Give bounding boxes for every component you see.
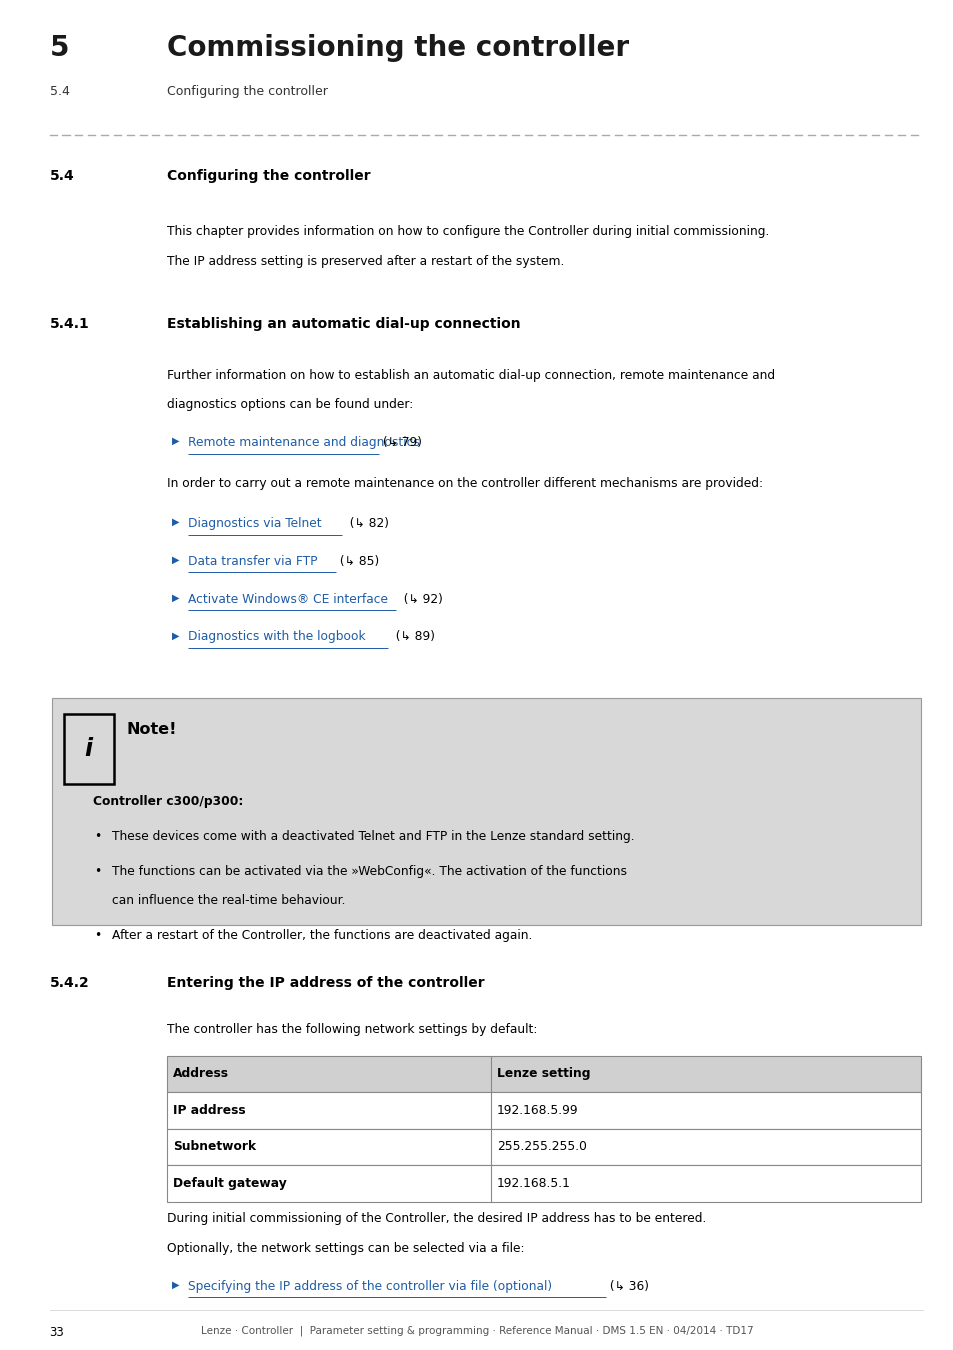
Text: (↳ 82): (↳ 82) — [342, 517, 389, 531]
Text: (↳ 36): (↳ 36) — [605, 1280, 648, 1293]
Text: Optionally, the network settings can be selected via a file:: Optionally, the network settings can be … — [167, 1242, 524, 1256]
Text: Configuring the controller: Configuring the controller — [167, 85, 328, 99]
Bar — [167, 1056, 920, 1092]
Bar — [167, 1165, 920, 1202]
Text: (↳ 79): (↳ 79) — [378, 436, 421, 450]
Text: Specifying the IP address of the controller via file (optional): Specifying the IP address of the control… — [188, 1280, 552, 1293]
Text: (↳ 89): (↳ 89) — [388, 630, 435, 644]
FancyBboxPatch shape — [52, 698, 920, 925]
Bar — [167, 1129, 920, 1165]
Text: Diagnostics with the logbook: Diagnostics with the logbook — [188, 630, 365, 644]
Text: Commissioning the controller: Commissioning the controller — [167, 34, 628, 62]
Text: 255.255.255.0: 255.255.255.0 — [497, 1141, 586, 1153]
Text: Configuring the controller: Configuring the controller — [167, 169, 370, 182]
Bar — [167, 1092, 920, 1129]
Text: (↳ 92): (↳ 92) — [395, 593, 442, 606]
Text: After a restart of the Controller, the functions are deactivated again.: After a restart of the Controller, the f… — [112, 929, 532, 942]
Text: The functions can be activated via the »WebConfig«. The activation of the functi: The functions can be activated via the »… — [112, 865, 626, 879]
Text: ▶: ▶ — [172, 1280, 179, 1289]
Text: In order to carry out a remote maintenance on the controller different mechanism: In order to carry out a remote maintenan… — [167, 477, 762, 490]
Text: 5.4: 5.4 — [50, 169, 74, 182]
Text: 192.168.5.99: 192.168.5.99 — [497, 1104, 578, 1116]
Text: 33: 33 — [50, 1326, 64, 1339]
Text: Lenze setting: Lenze setting — [497, 1068, 590, 1080]
Text: •: • — [94, 830, 102, 844]
Text: This chapter provides information on how to configure the Controller during init: This chapter provides information on how… — [167, 225, 768, 239]
Text: Address: Address — [172, 1068, 229, 1080]
Text: 5.4.2: 5.4.2 — [50, 976, 90, 990]
Text: Subnetwork: Subnetwork — [172, 1141, 255, 1153]
Text: Data transfer via FTP: Data transfer via FTP — [188, 555, 317, 568]
Text: can influence the real-time behaviour.: can influence the real-time behaviour. — [112, 894, 345, 907]
Text: Lenze · Controller  |  Parameter setting & programming · Reference Manual · DMS : Lenze · Controller | Parameter setting &… — [200, 1326, 753, 1336]
Text: Activate Windows® CE interface: Activate Windows® CE interface — [188, 593, 388, 606]
Text: 5.4: 5.4 — [50, 85, 70, 99]
Text: Diagnostics via Telnet: Diagnostics via Telnet — [188, 517, 321, 531]
Text: 5: 5 — [50, 34, 69, 62]
Text: (↳ 85): (↳ 85) — [335, 555, 378, 568]
Text: 192.168.5.1: 192.168.5.1 — [497, 1177, 570, 1189]
Text: 5.4.1: 5.4.1 — [50, 317, 90, 331]
Text: ▶: ▶ — [172, 593, 179, 602]
Text: These devices come with a deactivated Telnet and FTP in the Lenze standard setti: These devices come with a deactivated Te… — [112, 830, 634, 844]
Text: ▶: ▶ — [172, 517, 179, 526]
Text: Default gateway: Default gateway — [172, 1177, 286, 1189]
Text: ▶: ▶ — [172, 630, 179, 640]
Text: Remote maintenance and diagnostics: Remote maintenance and diagnostics — [188, 436, 419, 450]
Text: Note!: Note! — [127, 722, 177, 737]
FancyBboxPatch shape — [64, 714, 113, 784]
Text: ▶: ▶ — [172, 555, 179, 564]
Text: During initial commissioning of the Controller, the desired IP address has to be: During initial commissioning of the Cont… — [167, 1212, 705, 1226]
Text: •: • — [94, 865, 102, 879]
Text: IP address: IP address — [172, 1104, 245, 1116]
Text: i: i — [85, 737, 92, 761]
Text: diagnostics options can be found under:: diagnostics options can be found under: — [167, 398, 413, 412]
Text: Controller c300/p300:: Controller c300/p300: — [92, 795, 243, 809]
Text: •: • — [94, 929, 102, 942]
Text: Entering the IP address of the controller: Entering the IP address of the controlle… — [167, 976, 484, 990]
Text: The IP address setting is preserved after a restart of the system.: The IP address setting is preserved afte… — [167, 255, 564, 269]
Text: ▶: ▶ — [172, 436, 179, 446]
Text: Further information on how to establish an automatic dial-up connection, remote : Further information on how to establish … — [167, 369, 774, 382]
Text: The controller has the following network settings by default:: The controller has the following network… — [167, 1023, 537, 1037]
Text: Establishing an automatic dial-up connection: Establishing an automatic dial-up connec… — [167, 317, 520, 331]
